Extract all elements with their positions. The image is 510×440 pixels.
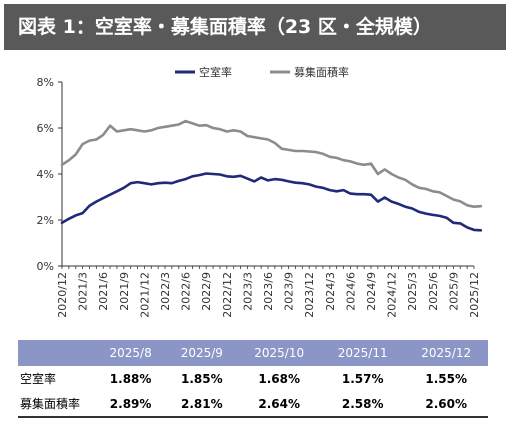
- x-tick-label: 2025/12: [468, 272, 481, 318]
- table-header-row: 2025/8 2025/9 2025/10 2025/11 2025/12: [18, 340, 488, 366]
- x-tick-label: 2021/9: [118, 272, 131, 311]
- x-tick-label: 2022/6: [180, 272, 193, 311]
- y-tick-label: 8%: [37, 76, 54, 89]
- x-tick-label: 2021/12: [138, 272, 151, 318]
- table-cell: 2.58%: [320, 391, 405, 418]
- x-tick-label: 2024/6: [344, 272, 357, 311]
- table-cell: 1.57%: [341, 371, 384, 386]
- table-corner: [18, 340, 95, 366]
- x-tick-label: 2025/3: [406, 272, 419, 311]
- column-header: 2025/11: [320, 340, 405, 366]
- y-tick-label: 0%: [37, 260, 54, 273]
- legend-label: 募集面積率: [294, 65, 349, 79]
- x-tick-label: 2023/3: [241, 272, 254, 311]
- x-tick-label: 2023/9: [283, 272, 296, 311]
- table-cell: 1.85%: [180, 371, 223, 386]
- x-tick-label: 2023/12: [303, 272, 316, 318]
- table-cell: 1.88%: [109, 371, 152, 386]
- column-header: 2025/9: [166, 340, 238, 366]
- table-cell: 1.68%: [258, 371, 300, 386]
- listing-area-rate-line: [60, 119, 483, 208]
- y-tick-label: 6%: [37, 122, 54, 135]
- x-tick-label: 2022/12: [221, 272, 234, 318]
- column-header: 2025/10: [237, 340, 321, 366]
- x-tick-label: 2025/9: [447, 272, 460, 311]
- x-tick-label: 2021/6: [97, 272, 110, 311]
- page-title: 図表 1：空室率・募集面積率（23 区・全規模）: [4, 4, 506, 50]
- vacancy-rate-line: [60, 172, 483, 232]
- table-row: 募集面積率 2.89% 2.81% 2.64% 2.58% 2.60%: [18, 391, 488, 418]
- x-tick-label: 2025/6: [427, 272, 440, 311]
- x-tick-label: 2024/9: [365, 272, 378, 311]
- table-cell: 1.55%: [425, 371, 468, 386]
- x-tick-label: 2022/9: [200, 272, 213, 311]
- table-cell: 2.89%: [95, 391, 167, 418]
- table-cell: 2.81%: [166, 391, 238, 418]
- x-tick-label: 2020/12: [56, 272, 69, 318]
- x-tick-label: 2022/3: [159, 272, 172, 311]
- row-label: 募集面積率: [18, 391, 95, 418]
- summary-table: 2025/8 2025/9 2025/10 2025/11 2025/12 空室…: [18, 340, 488, 418]
- legend-label: 空室率: [199, 65, 232, 79]
- x-tick-label: 2024/12: [386, 272, 399, 318]
- row-label: 空室率: [20, 372, 57, 386]
- table-cell: 2.60%: [404, 391, 488, 418]
- x-tick-label: 2021/3: [77, 272, 90, 311]
- column-header: 2025/12: [404, 340, 488, 366]
- column-header: 2025/8: [95, 340, 167, 366]
- y-tick-label: 4%: [37, 168, 54, 181]
- table-row: 空室率 1.88% 1.85% 1.68% 1.57% 1.55%: [18, 366, 488, 391]
- x-tick-label: 2024/3: [324, 272, 337, 311]
- line-chart: 0% 2% 4% 6% 8% 2020/12 2021/3 2021/6 2021/9 2021/…: [37, 65, 483, 318]
- x-tick-label: 2023/6: [262, 272, 275, 311]
- y-tick-label: 2%: [37, 214, 54, 227]
- table-cell: 2.64%: [237, 391, 321, 418]
